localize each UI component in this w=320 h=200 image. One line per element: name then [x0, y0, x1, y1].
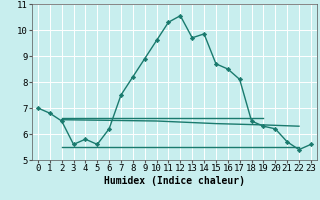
X-axis label: Humidex (Indice chaleur): Humidex (Indice chaleur): [104, 176, 245, 186]
